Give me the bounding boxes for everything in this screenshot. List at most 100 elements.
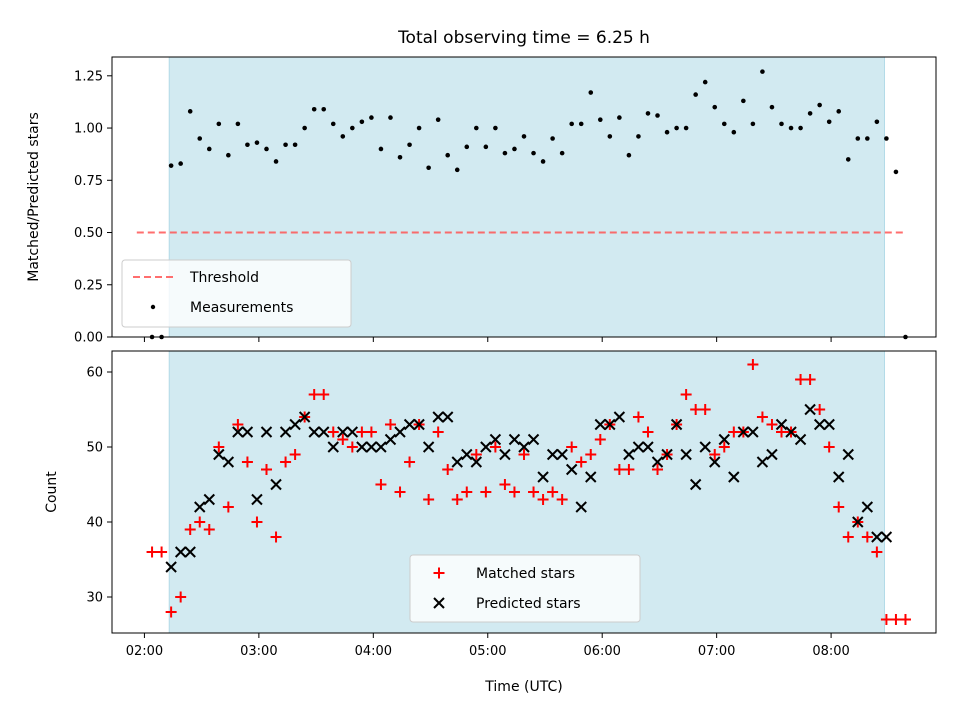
cross-stroke xyxy=(585,471,597,483)
cross-stroke xyxy=(604,418,616,431)
measurement-point xyxy=(235,121,241,127)
matched-star-point xyxy=(251,516,263,528)
predicted-star-point xyxy=(861,501,874,513)
measurement-point xyxy=(807,111,813,116)
predicted-star-point xyxy=(689,478,702,491)
ratio-x-ticks xyxy=(143,337,832,342)
predicted-star-point xyxy=(594,418,607,431)
predicted-star-point xyxy=(766,448,778,461)
matched-star-point xyxy=(709,449,721,460)
measurement-point xyxy=(712,104,718,110)
predicted-star-point xyxy=(794,433,807,446)
cross-stroke xyxy=(403,418,416,431)
matched-star-point xyxy=(518,449,530,460)
y-tick-label: 1.00 xyxy=(74,122,103,137)
measurement-point xyxy=(245,142,250,148)
matched-star-point xyxy=(241,456,253,468)
y-tick-label: 0.75 xyxy=(74,174,103,189)
cross-stroke xyxy=(184,546,196,558)
count-axes-frame xyxy=(111,350,937,634)
matched-star-point xyxy=(756,411,768,423)
measurement-point xyxy=(493,125,498,131)
matched-star-point xyxy=(270,531,282,543)
x-tick-label: 03:00 xyxy=(240,644,277,659)
measurement-point xyxy=(760,69,765,74)
predicted-star-point xyxy=(422,441,435,453)
measurement-point xyxy=(521,134,527,139)
predicted-star-point xyxy=(289,418,301,431)
measurement-point xyxy=(559,150,565,156)
measurement-point xyxy=(435,117,441,122)
measurement-point xyxy=(569,121,574,127)
legend-measurement-swatch xyxy=(150,304,156,310)
predicted-star-point xyxy=(804,403,816,416)
measurement-point xyxy=(750,121,756,127)
matched-star-point xyxy=(528,486,540,498)
x-tick-label: 05:00 xyxy=(469,644,506,659)
cross-stroke xyxy=(499,448,511,461)
cross-stroke xyxy=(413,418,425,431)
cross-stroke xyxy=(346,426,359,438)
matched-star-point xyxy=(318,389,330,400)
y-tick-label: 60 xyxy=(86,366,103,381)
predicted-star-point xyxy=(470,456,483,468)
cross-stroke xyxy=(575,501,587,513)
measurement-point xyxy=(206,146,212,152)
cross-stroke xyxy=(289,418,301,431)
matched-star-point xyxy=(184,524,196,535)
x-tick-label: 02:00 xyxy=(126,644,163,659)
predicted-star-point xyxy=(489,433,502,446)
measurement-point xyxy=(845,157,851,162)
cross-stroke xyxy=(623,448,635,461)
cross-stroke xyxy=(394,426,406,438)
matched-star-point xyxy=(795,374,807,385)
measurement-point xyxy=(369,115,374,120)
cross-stroke xyxy=(766,448,778,461)
predicted-star-point xyxy=(308,426,320,438)
cross-stroke xyxy=(670,418,683,431)
measurement-point xyxy=(683,125,689,131)
count-y-ticks: 30 40 50 60 xyxy=(86,366,112,606)
matched-star-point xyxy=(461,486,473,498)
legend-predicted-swatch xyxy=(433,597,445,609)
matched-star-point xyxy=(480,486,492,498)
matched-star-point xyxy=(232,419,244,430)
measurement-point xyxy=(655,113,660,118)
predicted-star-point xyxy=(337,426,349,438)
matched-star-point xyxy=(404,456,416,468)
cross-stroke xyxy=(194,501,206,513)
predicted-star-point xyxy=(251,493,263,506)
measurement-point xyxy=(731,129,737,135)
cross-stroke xyxy=(833,471,845,483)
predicted-star-point xyxy=(613,411,626,423)
measurement-point xyxy=(626,152,632,158)
cross-stroke xyxy=(880,531,893,543)
matched-star-point xyxy=(575,456,587,468)
matched-star-point xyxy=(423,494,435,505)
predicted-star-point xyxy=(718,433,730,446)
matched-star-point xyxy=(833,501,845,513)
cross-stroke xyxy=(689,478,702,491)
cross-stroke xyxy=(270,478,282,491)
ratio-y-axis-label: Matched/Predicted stars xyxy=(26,112,42,282)
legend-cross-marker xyxy=(433,597,445,609)
predicted-star-point xyxy=(737,426,750,438)
measurement-point xyxy=(788,125,794,131)
matched-star-point xyxy=(556,494,568,505)
measurement-point xyxy=(512,146,517,152)
predicted-star-point xyxy=(394,426,406,438)
cross-stroke xyxy=(728,471,740,483)
measurement-point xyxy=(779,121,784,127)
predicted-star-point xyxy=(327,441,339,453)
measurement-point xyxy=(607,134,613,139)
cross-stroke xyxy=(775,418,788,431)
measurement-point xyxy=(226,152,231,158)
measurement-point xyxy=(588,90,594,95)
measurement-point xyxy=(817,102,822,108)
matched-star-point xyxy=(680,389,692,400)
matched-star-point xyxy=(194,516,206,528)
predicted-star-point xyxy=(670,418,683,431)
cross-stroke xyxy=(298,411,311,423)
predicted-star-point xyxy=(270,478,282,491)
ratio-legend: Threshold Measurements xyxy=(121,259,352,328)
